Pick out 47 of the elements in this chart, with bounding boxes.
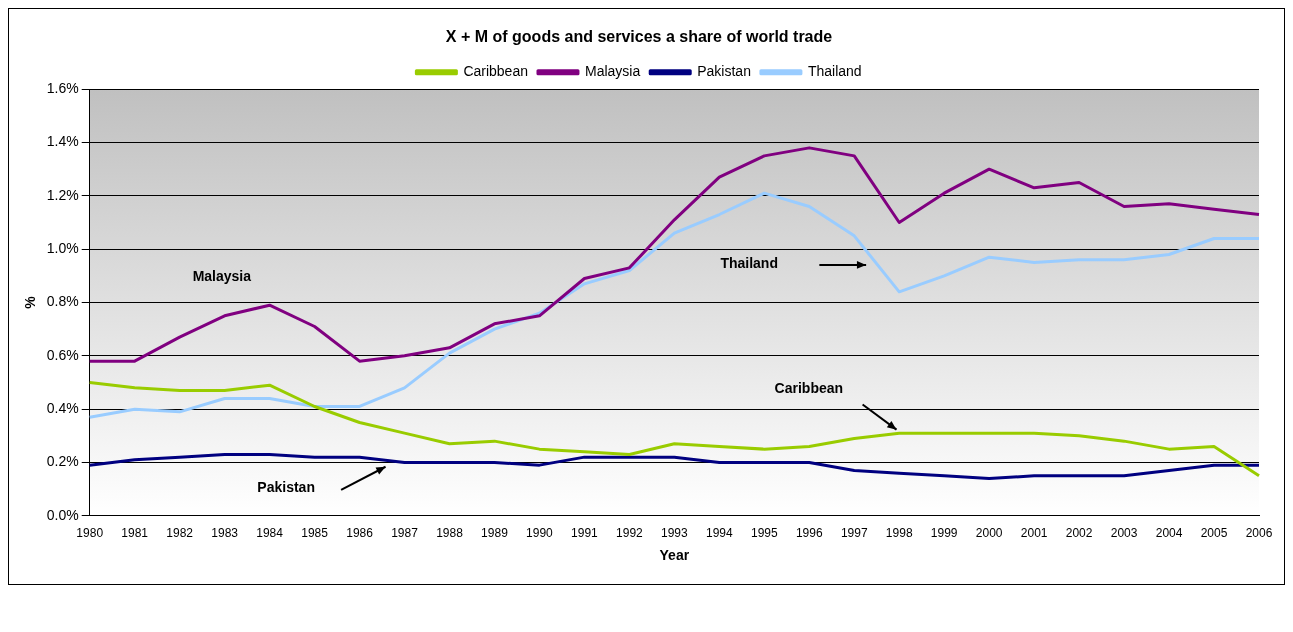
y-tick-label: 1.2% (46, 186, 79, 203)
x-tick-label: 1989 (481, 526, 509, 541)
legend-label: Caribbean (463, 63, 528, 80)
x-tick-label: 2002 (1065, 526, 1093, 541)
legend-label: Thailand (807, 63, 862, 80)
x-tick-label: 2000 (975, 526, 1003, 541)
y-tick-label: 1.4% (46, 133, 79, 150)
annotation: Pakistan (257, 478, 315, 495)
x-tick-label: 1992 (616, 526, 644, 541)
x-tick-label: 2006 (1245, 526, 1273, 541)
legend-label: Malaysia (584, 63, 641, 80)
x-tick-label: 1991 (571, 526, 599, 541)
x-tick-label: 1988 (436, 526, 464, 541)
x-tick-label: 1985 (301, 526, 329, 541)
x-tick-label: 1986 (346, 526, 374, 541)
y-tick-label: 1.0% (46, 240, 79, 257)
y-tick-label: 0.4% (46, 400, 79, 417)
x-tick-label: 1999 (930, 526, 958, 541)
x-tick-label: 2001 (1020, 526, 1048, 541)
x-axis-title: Year (659, 547, 690, 564)
x-tick-label: 1995 (750, 526, 778, 541)
x-tick-label: 1993 (661, 526, 689, 541)
annotation: Malaysia (192, 267, 252, 284)
x-tick-label: 2004 (1155, 526, 1183, 541)
x-tick-label: 1987 (391, 526, 419, 541)
y-tick-label: 0.8% (46, 293, 79, 310)
x-tick-label: 1982 (166, 526, 194, 541)
y-axis-title: % (22, 295, 39, 309)
annotation: Caribbean (774, 380, 844, 397)
x-tick-label: 1998 (885, 526, 913, 541)
x-tick-label: 2003 (1110, 526, 1138, 541)
legend-label: Pakistan (697, 63, 751, 80)
x-tick-label: 1990 (526, 526, 554, 541)
x-tick-label: 1983 (211, 526, 239, 541)
y-tick-label: 1.6% (46, 80, 79, 97)
annotation: Thailand (720, 254, 778, 271)
x-tick-label: 1996 (795, 526, 823, 541)
y-tick-label: 0.0% (46, 506, 79, 523)
x-tick-label: 1997 (840, 526, 868, 541)
x-tick-label: 1984 (256, 526, 284, 541)
chart-title: X + M of goods and services a share of world trade (445, 28, 833, 46)
y-tick-label: 0.6% (46, 346, 79, 363)
y-tick-label: 0.2% (46, 453, 79, 470)
x-tick-label: 1980 (76, 526, 104, 541)
x-tick-label: 1994 (705, 526, 733, 541)
x-tick-label: 2005 (1200, 526, 1228, 541)
x-tick-label: 1981 (121, 526, 149, 541)
